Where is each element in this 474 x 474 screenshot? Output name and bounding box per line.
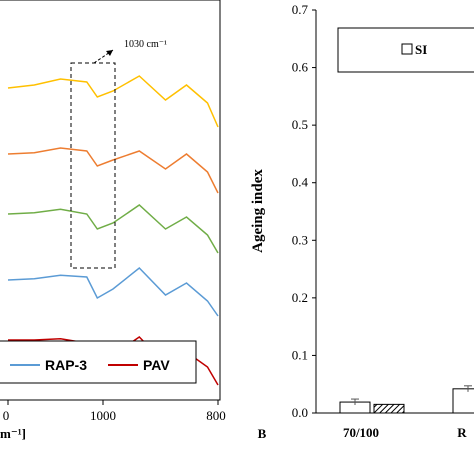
bar [452, 388, 474, 414]
y-axis-label: Ageing index [250, 169, 266, 253]
right-legend: SI [337, 27, 474, 73]
legend-label-rap3: RAP-3 [45, 357, 87, 373]
annotation-leader [93, 49, 114, 64]
x-tick-label: 1000 [90, 408, 116, 423]
spectrum-line [7, 75, 219, 128]
y-tick-label: 0.4 [292, 175, 309, 190]
y-tick-label: 0.5 [292, 117, 308, 132]
spectrum-line [7, 147, 219, 194]
category-label-70-100: 70/100 [343, 425, 379, 440]
y-tick-label: 0.3 [292, 232, 308, 247]
y-tick-label: 0.2 [292, 290, 308, 305]
x-tick-label: 800 [206, 408, 226, 423]
x-tick-label: 0 [3, 408, 10, 423]
annotation-arrowhead [106, 50, 113, 56]
x-axis-label-fragment: m⁻¹] [0, 426, 26, 441]
left-plot-frame [0, 0, 221, 401]
bar [373, 403, 405, 414]
y-tick-label: 0.7 [292, 2, 309, 17]
spectrum-line [7, 266, 219, 317]
left-legend-box [0, 340, 197, 384]
ftir-spectra-panel: 1030 cm⁻¹ RAP-3 PAV 0 1000 800 m⁻¹] [0, 0, 226, 441]
ageing-index-panel: 0.0 0.1 0.2 0.3 0.4 0.5 0.6 0.7 Ageing index 70… [250, 2, 474, 441]
legend-swatch-si [401, 43, 413, 55]
category-label-r: R [457, 425, 467, 440]
left-legend: RAP-3 PAV [0, 340, 197, 384]
annotation-label: 1030 cm⁻¹ [124, 39, 167, 50]
spectrum-line [7, 204, 219, 254]
y-tick-label: 0.0 [292, 405, 308, 420]
y-tick-label: 0.6 [292, 60, 309, 75]
spectra-lines [7, 75, 219, 386]
legend-label-pav: PAV [143, 357, 170, 373]
bars [339, 385, 474, 414]
highlight-box [70, 62, 116, 269]
panel-label: B [258, 426, 267, 441]
legend-label-si: SI [415, 42, 427, 57]
y-axis-ticks: 0.0 0.1 0.2 0.3 0.4 0.5 0.6 0.7 [292, 2, 316, 420]
y-tick-label: 0.1 [292, 347, 308, 362]
